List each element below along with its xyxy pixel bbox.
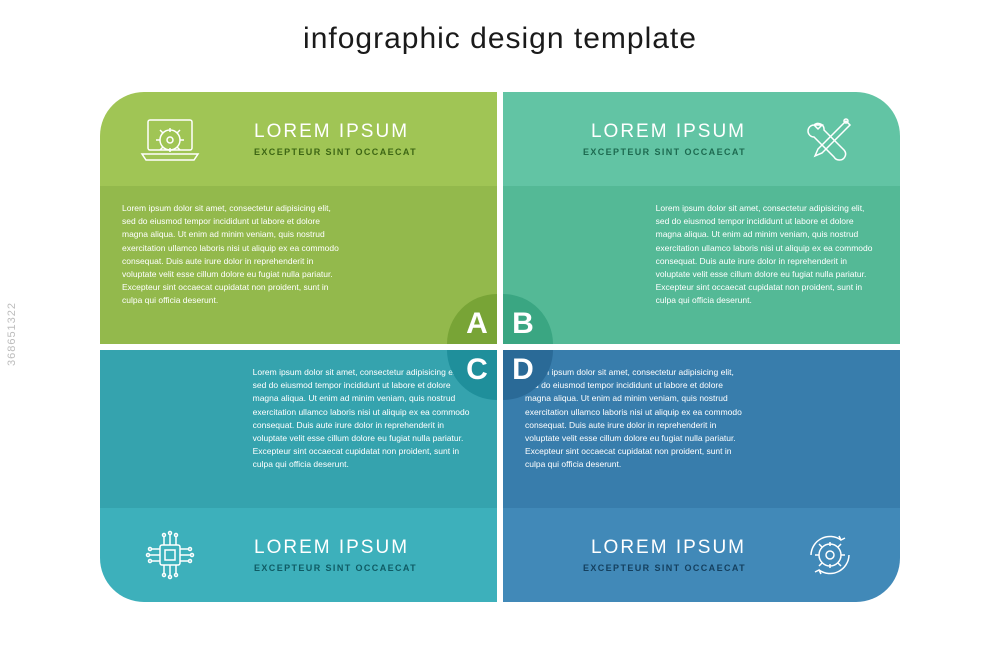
panel-a-badge: A (447, 294, 497, 344)
panel-a-header: LOREM IPSUM EXCEPTEUR SINT OCCAECAT (100, 92, 497, 186)
panel-a-subheading: EXCEPTEUR SINT OCCAECAT (254, 147, 417, 157)
gear-refresh-icon (760, 508, 900, 602)
panel-a-text: Lorem ipsum dolor sit amet, consectetur … (122, 202, 344, 307)
panel-d-body: Lorem ipsum dolor sit amet, consectetur … (503, 350, 900, 508)
panel-d-header: LOREM IPSUM EXCEPTEUR SINT OCCAECAT (503, 508, 900, 602)
infographic-grid: LOREM IPSUM EXCEPTEUR SINT OCCAECAT Lore… (100, 92, 900, 602)
watermark-id: 368651322 (6, 301, 18, 365)
page-title: infographic design template (0, 22, 1000, 56)
panel-b-text: Lorem ipsum dolor sit amet, consectetur … (656, 202, 878, 307)
laptop-gear-icon (100, 92, 240, 186)
panel-c-body: Lorem ipsum dolor sit amet, consectetur … (100, 350, 497, 508)
panel-c: Lorem ipsum dolor sit amet, consectetur … (100, 350, 497, 602)
panel-d-heading: LOREM IPSUM (591, 537, 746, 559)
panel-d-text: Lorem ipsum dolor sit amet, consectetur … (525, 366, 747, 471)
panel-b-subheading: EXCEPTEUR SINT OCCAECAT (583, 147, 746, 157)
cpu-icon (100, 508, 240, 602)
panel-b-header: LOREM IPSUM EXCEPTEUR SINT OCCAECAT (503, 92, 900, 186)
panel-d: Lorem ipsum dolor sit amet, consectetur … (503, 350, 900, 602)
panel-c-text: Lorem ipsum dolor sit amet, consectetur … (253, 366, 475, 471)
panel-b-heading: LOREM IPSUM (591, 121, 746, 143)
panel-c-subheading: EXCEPTEUR SINT OCCAECAT (254, 563, 417, 573)
panel-a: LOREM IPSUM EXCEPTEUR SINT OCCAECAT Lore… (100, 92, 497, 344)
panel-a-heading: LOREM IPSUM (254, 121, 417, 143)
panel-b-body: Lorem ipsum dolor sit amet, consectetur … (503, 186, 900, 344)
panel-b: LOREM IPSUM EXCEPTEUR SINT OCCAECAT Lore… (503, 92, 900, 344)
panel-c-header: LOREM IPSUM EXCEPTEUR SINT OCCAECAT (100, 508, 497, 602)
tools-icon (760, 92, 900, 186)
panel-d-subheading: EXCEPTEUR SINT OCCAECAT (583, 563, 746, 573)
panel-a-body: Lorem ipsum dolor sit amet, consectetur … (100, 186, 497, 344)
panel-c-heading: LOREM IPSUM (254, 537, 417, 559)
panel-b-badge: B (503, 294, 553, 344)
